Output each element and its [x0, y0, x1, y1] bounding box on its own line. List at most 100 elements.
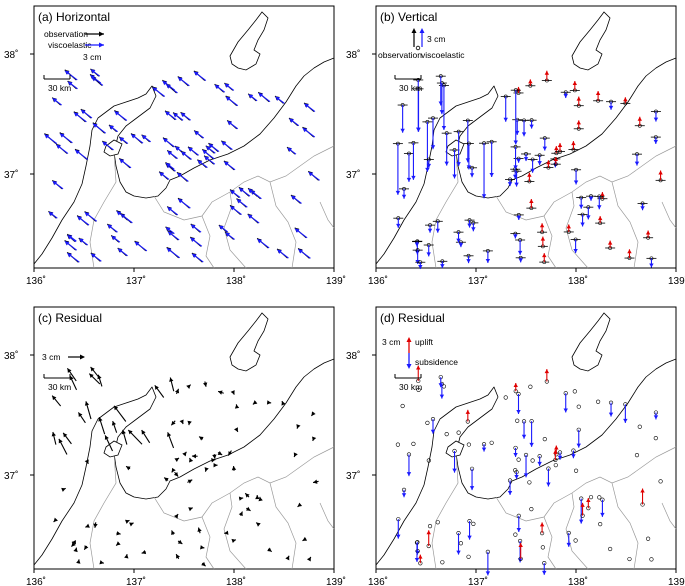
viscoelastic-vector — [414, 241, 420, 247]
residual-vector — [246, 506, 251, 512]
x-tick-label: 139˚ — [668, 576, 685, 586]
prefecture-border — [269, 181, 297, 269]
uplift-vector — [627, 249, 632, 259]
viscoelastic-vector — [114, 110, 128, 121]
nanao-bay-island — [103, 139, 123, 157]
uplift-vector — [607, 240, 613, 248]
viscoelastic-vector — [78, 238, 89, 246]
residual-vector — [255, 495, 260, 500]
scale-bar: 30 km — [394, 374, 422, 392]
station-marker — [400, 403, 405, 409]
viscoelastic-vector — [427, 225, 433, 233]
residual-vector — [186, 384, 192, 389]
viscoelastic-vector — [111, 235, 121, 243]
sado-island — [571, 312, 611, 372]
station-marker — [573, 538, 578, 543]
map-frame — [375, 5, 677, 269]
viscoelastic-vector — [107, 224, 118, 233]
x-tick-label: 138˚ — [568, 275, 588, 287]
residual-vector — [198, 436, 204, 441]
residual-vector — [231, 538, 237, 544]
residual-vector — [167, 432, 175, 449]
viscoelastic-vector — [471, 222, 476, 232]
subsidence-vector — [579, 498, 584, 524]
viscoelastic-vector — [204, 156, 216, 165]
uplift-vector — [557, 142, 563, 152]
viscoelastic-vector — [167, 150, 178, 160]
viscoelastic-vector — [102, 141, 114, 151]
residual-vector — [69, 375, 78, 391]
viscoelastic-vector — [181, 151, 192, 160]
prefecture-border — [661, 201, 677, 229]
viscoelastic-vector — [166, 247, 181, 259]
prefecture-border — [201, 516, 215, 570]
residual-vector — [171, 530, 176, 535]
residual-vector — [104, 435, 114, 452]
residual-vector — [212, 454, 217, 459]
prefecture-border — [319, 201, 335, 229]
viscoelastic-vector — [513, 233, 518, 239]
prefecture-border — [661, 502, 677, 530]
x-tick-label: 136˚ — [26, 576, 46, 586]
viscoelastic-vector — [214, 84, 226, 93]
residual-vector — [83, 545, 89, 551]
viscoelastic-vector — [236, 198, 248, 208]
viscoelastic-vector — [469, 167, 475, 178]
uplift-vector — [597, 216, 603, 224]
viscoelastic-vector — [588, 196, 594, 201]
viscoelastic-vector — [456, 232, 461, 243]
uplift-vector — [542, 253, 547, 263]
viscoelastic-vector — [513, 146, 518, 170]
station-marker — [416, 387, 421, 392]
viscoelastic-vector — [109, 125, 118, 133]
panel-d-residual-vertical: (d) Residual 3 cm uplift subsidence 30 k… — [346, 306, 685, 586]
viscoelastic-vector — [466, 255, 471, 264]
viscoelastic-vector — [649, 258, 654, 268]
subsidence-vector — [516, 393, 521, 414]
subsidence-vector — [406, 454, 412, 477]
viscoelastic-vector — [516, 158, 521, 163]
station-marker — [471, 521, 476, 526]
residual-vector — [174, 457, 180, 463]
viscoelastic-vector — [653, 111, 659, 122]
residual-vector — [238, 496, 244, 501]
uplift-vector — [527, 172, 532, 182]
residual-vector — [53, 517, 58, 523]
station-marker — [530, 458, 535, 463]
residual-vector — [197, 527, 202, 534]
viscoelastic-vector — [152, 87, 166, 97]
residual-vector — [88, 373, 101, 385]
viscoelastic-vector — [573, 169, 579, 185]
residual-vector — [267, 547, 273, 553]
viscoelastic-vector — [439, 83, 445, 115]
residual-vector — [99, 560, 104, 565]
panel-title: (c) Residual — [38, 311, 102, 325]
viscoelastic-vector — [225, 232, 235, 240]
panel-a-horizontal: (a) Horizontal observation viscoelastic … — [4, 5, 346, 287]
viscoelastic-vector — [416, 88, 421, 132]
subsidence-vector — [653, 412, 659, 420]
residual-vector — [175, 388, 180, 395]
residual-vector — [202, 381, 208, 387]
prefecture-border — [269, 482, 297, 570]
residual-vector — [125, 465, 131, 471]
residual-vector — [111, 420, 118, 433]
prefecture-border — [611, 181, 639, 269]
viscoelastic-vector — [117, 248, 128, 257]
subsidence-vector — [467, 521, 472, 540]
station-marker — [588, 495, 594, 500]
residual-vector — [224, 530, 229, 535]
viscoelastic-vector — [116, 210, 129, 221]
viscoelastic-vector — [466, 143, 472, 170]
station-marker — [411, 441, 416, 446]
residual-vector — [61, 487, 66, 492]
viscoelastic-vector — [302, 127, 316, 138]
viscoelastic-vector — [119, 136, 129, 145]
station-marker — [466, 442, 471, 447]
uplift-vector — [528, 79, 533, 86]
residual-vector — [179, 419, 184, 425]
viscoelastic-vector — [521, 120, 527, 137]
panel-title: (d) Residual — [380, 311, 445, 325]
viscoelastic-vector — [514, 171, 519, 187]
x-tick-label: 137˚ — [468, 275, 488, 287]
